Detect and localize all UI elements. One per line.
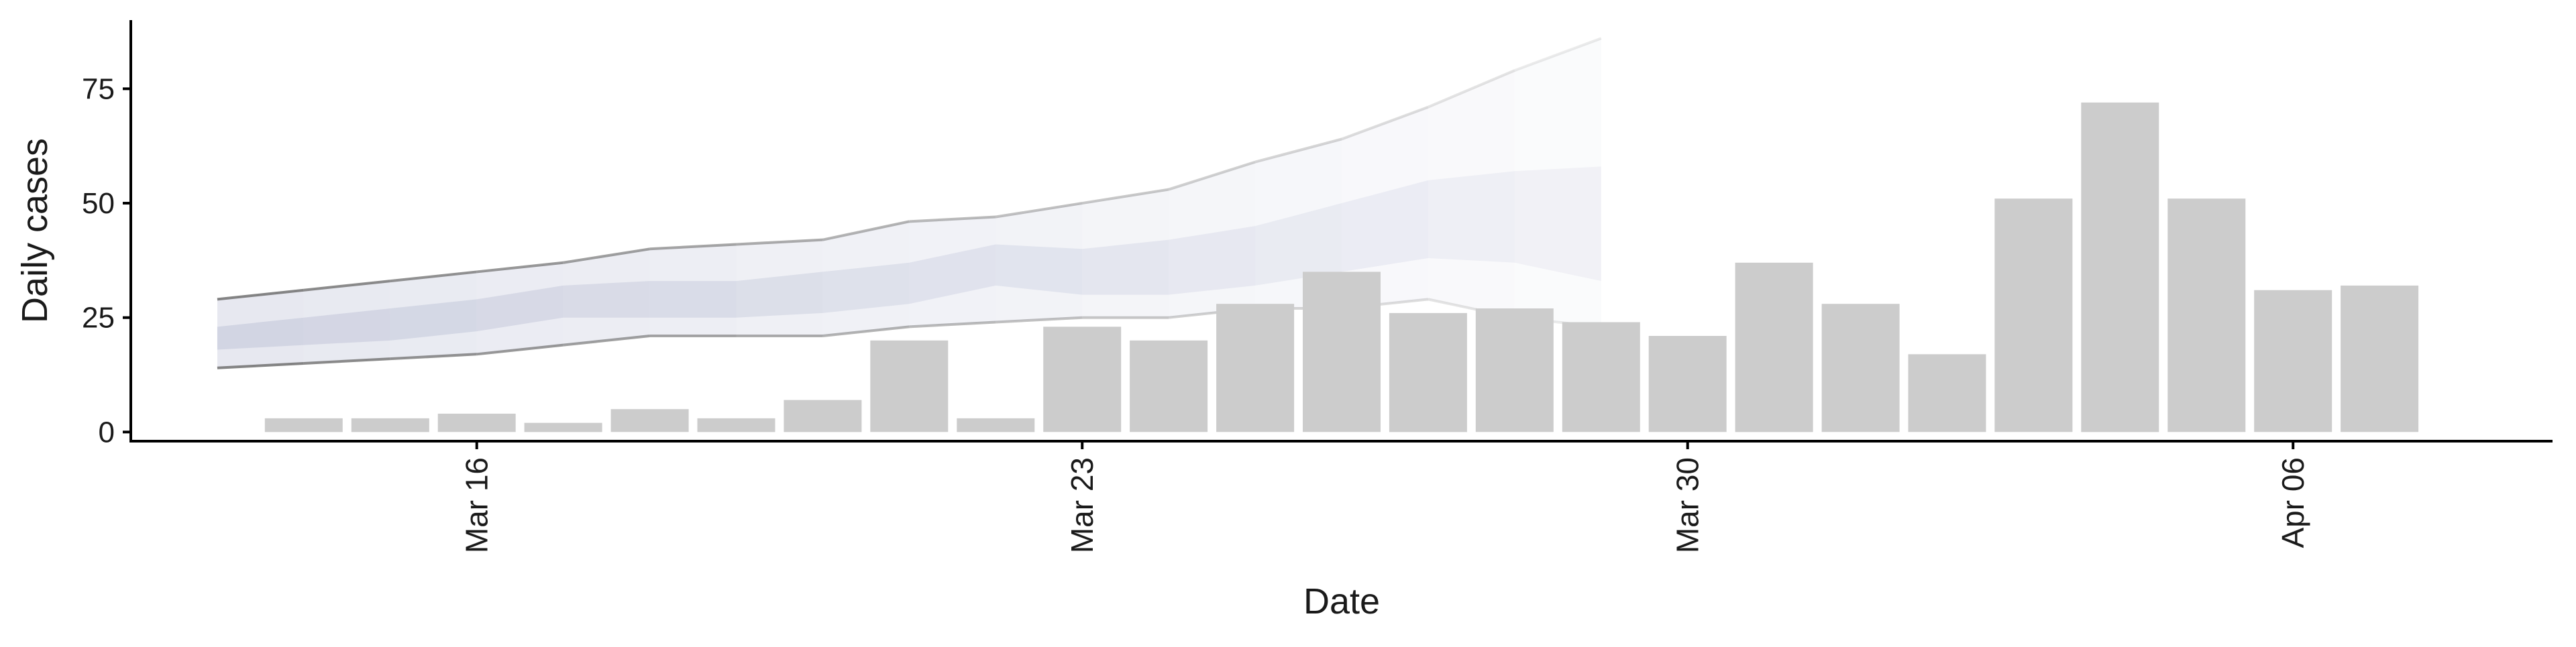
forecast-band-50-segment — [563, 281, 650, 318]
forecast-band-90-segment — [736, 239, 823, 336]
forecast-upper-bound-line — [909, 215, 996, 223]
y-tick-label: 25 — [82, 302, 115, 335]
x-tick-label: Mar 16 — [460, 457, 494, 553]
forecast-lower-bound-line — [822, 325, 910, 337]
bar — [2081, 102, 2159, 432]
forecast-upper-bound-line — [1341, 105, 1429, 141]
forecast-band-50-segment — [649, 281, 737, 318]
bar — [1043, 327, 1122, 432]
forecast-band-50-segment — [1169, 226, 1256, 295]
bar — [2254, 290, 2332, 432]
forecast-band-90-segment — [1342, 107, 1428, 309]
forecast-upper-bound-line — [217, 288, 305, 301]
bar — [264, 418, 343, 432]
forecast-band-90-segment — [822, 221, 910, 336]
forecast-band-50-segment — [1342, 180, 1428, 272]
forecast-upper-bound-line — [1428, 69, 1515, 109]
forecast-upper-bound-line — [390, 270, 477, 283]
forecast-band-50-segment — [1255, 203, 1342, 286]
bar — [1821, 304, 1900, 432]
forecast-band-90-segment — [1082, 189, 1169, 318]
bar — [1303, 272, 1381, 432]
bar — [2167, 198, 2246, 432]
y-tick-label: 75 — [82, 72, 115, 105]
bar — [437, 414, 516, 432]
forecast-upper-bound-line — [1514, 37, 1602, 72]
forecast-band-50-segment — [996, 244, 1083, 295]
forecast-lower-bound-line — [563, 335, 650, 347]
bar — [1735, 262, 1813, 432]
bar — [1648, 336, 1727, 432]
bar — [784, 400, 862, 432]
bar — [1216, 304, 1295, 432]
forecast-band-90-segment — [649, 244, 737, 336]
forecast-lower-bound-line — [390, 353, 477, 361]
x-tick-label: Mar 23 — [1065, 457, 1099, 553]
bar — [1908, 354, 1986, 432]
y-tick-label: 0 — [99, 416, 115, 449]
bar-series — [264, 102, 2419, 432]
bar — [2341, 285, 2419, 432]
forecast-upper-bound-line — [822, 220, 910, 241]
bar — [1475, 308, 1554, 432]
forecast-band-90-segment — [909, 217, 996, 327]
forecast-lower-bound-line — [217, 361, 304, 369]
forecast-band-50-segment — [1082, 239, 1169, 295]
forecast-band-90-segment — [1428, 70, 1515, 318]
forecast-upper-bound-line — [736, 238, 823, 246]
forecast-lower-bound-line — [303, 357, 390, 365]
forecast-band-50-segment — [909, 244, 996, 304]
forecast-upper-bound-line — [995, 202, 1083, 219]
forecast-band-50-segment — [303, 308, 390, 345]
bar — [1994, 198, 2073, 432]
x-axis-title: Date — [1303, 581, 1380, 622]
forecast-band-50-segment — [822, 262, 910, 313]
forecast-band-90-segment — [1514, 38, 1601, 327]
axes: 0 25 50 75 Mar 16 Mar 23 Mar 30 Apr 06 Date Da… — [15, 20, 2553, 622]
bar — [610, 409, 689, 432]
forecast-band-90-segment — [996, 203, 1083, 322]
bar — [870, 340, 949, 432]
forecast-upper-bound-line — [1081, 188, 1169, 205]
forecast-band-50-segment — [390, 299, 477, 341]
bar — [957, 418, 1035, 432]
forecast-lower-bound-line — [909, 320, 996, 329]
forecast-band-50-segment — [476, 285, 564, 332]
forecast-lower-bound-line — [996, 316, 1083, 324]
forecast-upper-bound-line — [563, 247, 650, 264]
y-axis-title: Daily cases — [15, 138, 55, 323]
forecast-band-90-segment — [1255, 139, 1342, 309]
bar — [697, 418, 775, 432]
x-axis-ticks: Mar 16 Mar 23 Mar 30 Apr 06 — [460, 441, 2310, 553]
bar — [1130, 340, 1208, 432]
forecast-upper-bound-line — [649, 243, 737, 251]
x-tick-label: Apr 06 — [2275, 457, 2310, 548]
forecast-lower-bound-line — [476, 343, 564, 356]
bar — [351, 418, 429, 432]
forecast-band-50-segment — [736, 272, 823, 318]
y-tick-label: 50 — [82, 187, 115, 220]
y-axis-ticks: 0 25 50 75 — [82, 72, 131, 449]
forecast-upper-bound-line — [303, 280, 390, 292]
bar — [524, 422, 602, 432]
forecast-upper-bound-line — [1254, 137, 1342, 164]
bar — [1389, 312, 1467, 432]
forecast-upper-bound-line — [1168, 160, 1256, 191]
forecast-band-50-segment — [1514, 166, 1601, 282]
forecast-band-50-segment — [217, 317, 304, 350]
x-tick-label: Mar 30 — [1670, 457, 1705, 553]
forecast-bands — [217, 37, 1602, 369]
forecast-upper-bound-line — [476, 261, 564, 274]
forecast-band-90-segment — [1169, 162, 1256, 318]
bar — [1562, 322, 1640, 432]
forecast-band-50-segment — [1428, 171, 1515, 263]
